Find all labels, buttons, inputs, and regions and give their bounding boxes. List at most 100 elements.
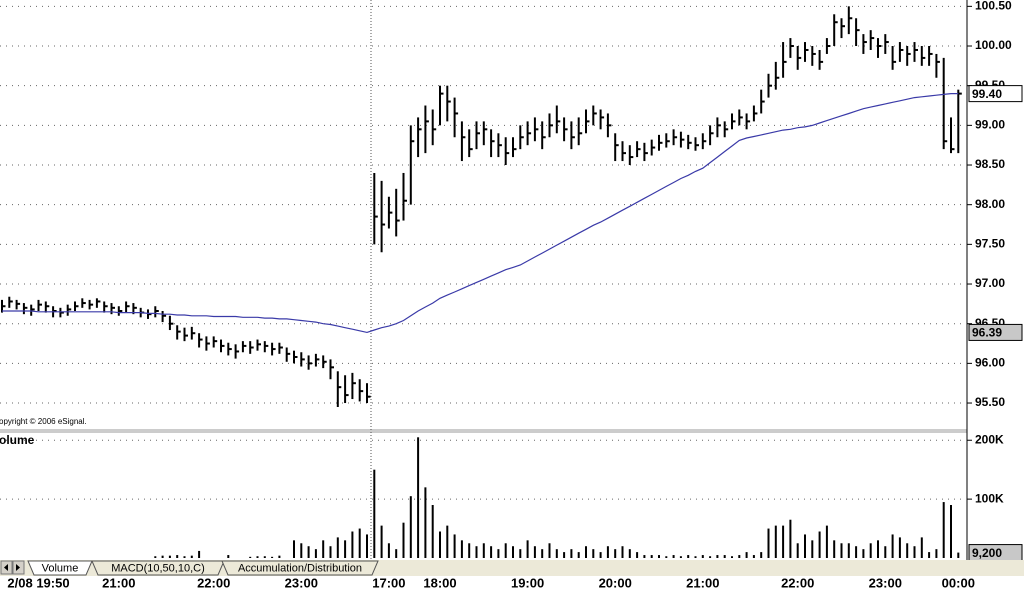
y-tick-label: 100.00 (975, 38, 1012, 52)
volume-bar (293, 540, 295, 558)
x-tick-label: 18:00 (423, 575, 456, 590)
volume-bar (329, 546, 332, 558)
volume-bar (570, 549, 573, 558)
tab[interactable] (221, 560, 379, 576)
volume-bar (198, 550, 201, 558)
volume-bar (424, 487, 427, 558)
tab-label[interactable]: Volume (42, 562, 79, 574)
volume-bar (825, 525, 828, 558)
volume-bar (833, 540, 836, 558)
volume-bar (504, 543, 507, 558)
x-tick-label: 23:00 (285, 575, 318, 590)
volume-bar (731, 556, 733, 558)
volume-bar (322, 540, 325, 558)
volume-bar (351, 531, 354, 558)
marks (1, 6, 962, 558)
volume-bar (373, 469, 376, 558)
volume-bar (380, 525, 383, 558)
y-tick-label: 97.00 (975, 276, 1005, 290)
volume-bar (395, 549, 398, 558)
volume-bar (176, 555, 179, 558)
volume-bar (453, 534, 456, 558)
volume-bar (512, 546, 514, 558)
volume-bar (271, 556, 274, 558)
volume-bar (774, 525, 777, 558)
volume-bar (154, 556, 157, 558)
volume-bar (789, 519, 792, 558)
x-tick-label: 20:00 (599, 575, 632, 590)
tab-label[interactable]: MACD(10,50,10,C) (111, 562, 205, 574)
y-tick-label: 96.00 (975, 356, 1005, 370)
x-tick-label: 22:00 (197, 575, 230, 590)
volume-bar (417, 437, 420, 558)
tabs: Volume MACD(10,50,10,C) Accumulation/Distr… (27, 560, 379, 576)
y-tick-label: 97.50 (975, 237, 1005, 251)
volume-bar (402, 522, 405, 558)
volume-bar (592, 549, 595, 558)
volume-bar (409, 496, 412, 558)
volume-bar (928, 552, 931, 558)
volume-bar (898, 537, 901, 558)
volume-bar (555, 549, 558, 558)
volume-bar (358, 528, 361, 558)
volume-bar (490, 546, 493, 558)
x-tick-label: 21:00 (102, 575, 135, 590)
volume-bar (227, 555, 230, 558)
volume-bar (760, 552, 763, 558)
volume-bar (161, 555, 164, 558)
volume-bar (541, 549, 544, 558)
volume-bar (307, 546, 310, 558)
volume-bar (877, 540, 879, 558)
panel-title: olume (0, 433, 35, 447)
x-tick-label: 22:00 (781, 575, 814, 590)
volume-bar (913, 546, 916, 558)
volume-bar (563, 552, 566, 558)
arrow-icon (16, 564, 20, 571)
volume-bar (694, 556, 697, 558)
x-axis: 2/08 19:50 21:00 22:00 23:00 17:00 18:00 19:00… (7, 575, 975, 590)
volume-bar (950, 505, 952, 558)
volume-bar (658, 555, 660, 558)
volume-bar (679, 556, 682, 558)
volume-bar (716, 555, 719, 558)
tab[interactable] (27, 560, 93, 576)
y-tick-label: 100.50 (975, 0, 1012, 13)
volume-bar (738, 555, 741, 558)
x-tick-label: 21:00 (686, 575, 719, 590)
volume-bar (687, 555, 690, 558)
volume-bar (183, 556, 186, 558)
x-tick-label: 00:00 (942, 575, 975, 590)
volume-bar (599, 552, 602, 558)
volume-bar (439, 531, 441, 558)
tab[interactable] (91, 560, 225, 576)
value-marker-label: 96.39 (972, 326, 1002, 340)
y-tick-label: 95.50 (975, 395, 1005, 409)
volume-bar (190, 555, 193, 558)
volume-bar (782, 525, 785, 558)
volume-bar (636, 552, 639, 558)
volume-bar (796, 543, 799, 558)
volume-bar (701, 555, 704, 558)
volume-bar (767, 528, 770, 558)
volume-bar (468, 543, 471, 558)
axis: 95.5096.0096.5097.0097.5098.0098.5099.00… (967, 0, 1023, 562)
y-tick-label: 98.00 (975, 197, 1005, 211)
y-tick-label: 200K (975, 432, 1004, 446)
volume-bar (628, 549, 631, 558)
volume-bar (614, 549, 617, 558)
volume-bar (672, 555, 675, 558)
volume-bar (460, 540, 463, 558)
moving-average (2, 93, 959, 334)
volume-bar (256, 556, 259, 558)
volume-bar (957, 552, 960, 558)
volume-bar (314, 549, 317, 558)
volume-bar (300, 543, 303, 558)
volume-bar (168, 555, 171, 558)
volume-bar (519, 549, 522, 558)
volume-bar (752, 555, 755, 558)
volume-bar (577, 552, 580, 558)
value-marker-label: 9,200 (972, 546, 1002, 560)
volume-bar (650, 555, 653, 558)
volume-bar (526, 540, 529, 558)
tab-label[interactable]: Accumulation/Distribution (238, 562, 362, 574)
